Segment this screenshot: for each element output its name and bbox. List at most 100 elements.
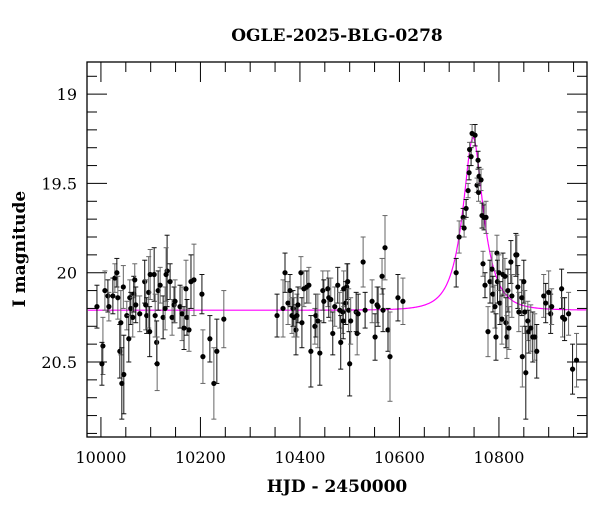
data-point	[211, 347, 217, 420]
point-marker	[528, 325, 534, 331]
data-point	[308, 315, 314, 388]
point-marker	[295, 302, 301, 308]
point-marker	[328, 296, 334, 303]
data-point	[375, 286, 381, 327]
point-marker	[290, 305, 296, 312]
point-marker	[456, 234, 462, 240]
data-point	[321, 279, 327, 324]
point-marker	[160, 314, 166, 320]
point-marker	[152, 312, 158, 319]
point-marker	[505, 287, 511, 294]
data-point	[345, 263, 351, 300]
point-marker	[534, 348, 540, 354]
data-point	[465, 182, 471, 199]
point-marker	[330, 330, 336, 337]
point-marker	[360, 259, 366, 265]
point-marker	[294, 312, 300, 319]
data-point	[200, 329, 206, 384]
data-point	[461, 218, 467, 238]
point-marker	[306, 282, 312, 288]
data-point	[133, 286, 139, 324]
point-marker	[169, 314, 175, 320]
data-point	[347, 331, 353, 397]
point-marker	[94, 304, 100, 310]
data-point	[118, 290, 124, 356]
point-marker	[313, 312, 319, 319]
data-point	[183, 259, 189, 318]
point-marker	[569, 366, 576, 372]
x-axis-label: HJD - 2450000	[267, 477, 408, 497]
data-point	[456, 220, 462, 254]
point-marker	[355, 311, 361, 317]
data-point	[372, 313, 378, 361]
point-marker	[191, 277, 197, 283]
point-marker	[463, 205, 469, 212]
data-point	[287, 274, 293, 308]
point-marker	[503, 320, 509, 326]
point-marker	[186, 327, 192, 333]
point-marker	[128, 305, 134, 312]
point-marker	[493, 334, 499, 340]
point-marker	[343, 300, 349, 306]
data-point	[163, 247, 169, 302]
point-marker	[509, 293, 515, 299]
point-marker	[519, 354, 525, 360]
point-marker	[147, 271, 153, 278]
data-point	[147, 249, 153, 300]
data-point	[119, 347, 125, 420]
data-point	[102, 270, 108, 311]
plot-frame	[86, 61, 588, 438]
point-marker	[106, 304, 112, 310]
point-marker	[133, 302, 139, 308]
data-point	[487, 259, 493, 304]
x-tick-label: 10600	[374, 448, 425, 467]
data-point	[496, 254, 502, 292]
data-point	[154, 336, 160, 392]
tick-labels: 10000 10200 10400 10600 10800 19 19.5 20 20.5	[41, 85, 524, 467]
data-point	[320, 270, 326, 311]
point-marker	[497, 300, 503, 306]
point-marker	[461, 225, 467, 231]
point-marker	[312, 323, 318, 329]
data-point	[541, 274, 547, 318]
point-marker	[523, 370, 529, 376]
data-point	[167, 263, 173, 300]
point-marker	[372, 334, 378, 340]
point-marker	[132, 277, 138, 283]
data-point	[469, 124, 475, 143]
point-marker	[548, 311, 554, 317]
point-marker	[541, 293, 547, 299]
point-marker	[508, 259, 514, 265]
point-marker	[335, 282, 341, 288]
point-marker	[525, 318, 531, 324]
data-point	[143, 279, 149, 331]
point-marker	[167, 279, 173, 285]
data-point	[348, 297, 354, 345]
point-marker	[114, 270, 120, 276]
data-point	[330, 311, 336, 356]
y-axis-label: I magnitude	[10, 191, 30, 308]
data-point	[132, 263, 138, 297]
data-point	[152, 293, 158, 338]
point-marker	[465, 187, 471, 194]
point-marker	[200, 354, 206, 360]
y-tick-label: 20.5	[41, 353, 77, 372]
data-point	[489, 250, 495, 288]
point-marker	[385, 327, 391, 333]
data-point	[369, 279, 375, 324]
data-point	[463, 199, 469, 218]
data-point	[508, 240, 514, 284]
data-point	[306, 266, 312, 304]
y-tick-label: 20	[57, 264, 77, 283]
data-point	[106, 291, 112, 322]
point-marker	[573, 357, 580, 363]
data-point	[534, 324, 540, 379]
point-marker	[287, 287, 293, 294]
point-marker	[480, 261, 486, 267]
data-point	[121, 334, 127, 415]
data-point	[506, 306, 512, 350]
data-point	[362, 291, 368, 329]
point-marker	[395, 295, 401, 301]
data-point	[478, 168, 484, 192]
axis-ticks	[87, 62, 587, 437]
